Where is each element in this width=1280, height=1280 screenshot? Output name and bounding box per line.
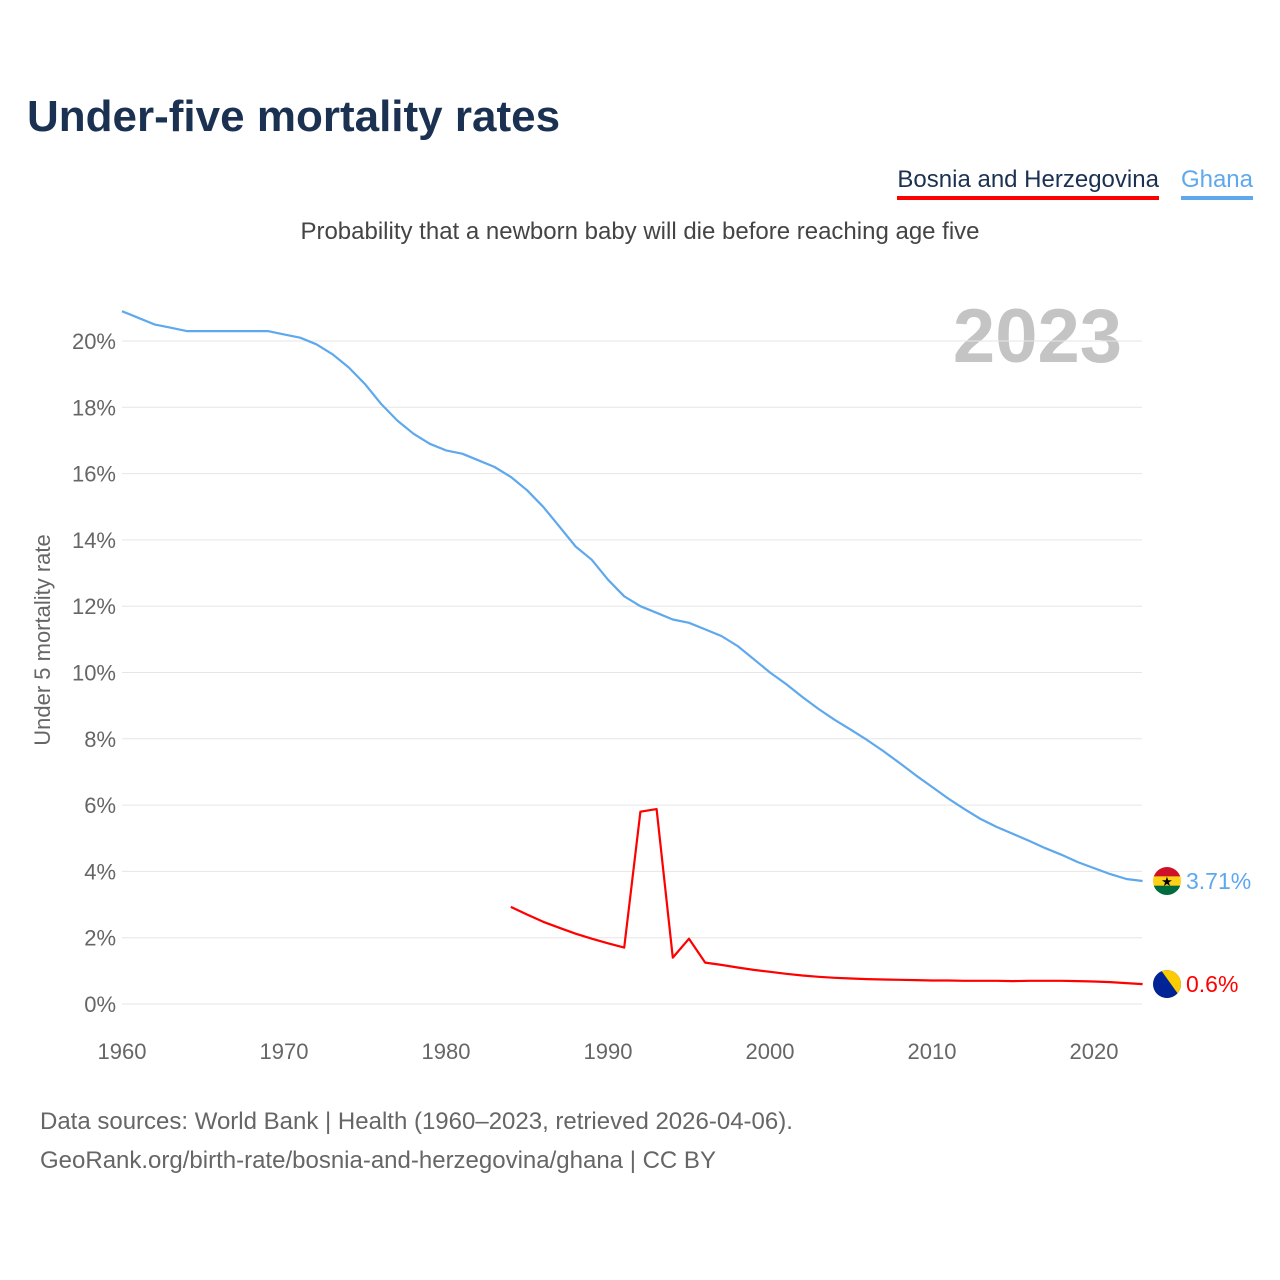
x-tick-label: 1970 (260, 1039, 309, 1064)
x-tick-label: 2010 (908, 1039, 957, 1064)
flag-stripe (1153, 885, 1181, 896)
source-line-1: Data sources: World Bank | Health (1960–… (40, 1108, 793, 1135)
y-tick-label: 12% (72, 594, 116, 619)
series-line-bosnia (510, 807, 1143, 986)
flag-triangle (1161, 970, 1181, 999)
x-tick-label: 1980 (422, 1039, 471, 1064)
y-tick-label: 16% (72, 462, 116, 487)
source-line-2: GeoRank.org/birth-rate/bosnia-and-herzeg… (40, 1147, 716, 1174)
series-line-ghana (121, 310, 1143, 883)
x-tick-label: 1990 (584, 1039, 633, 1064)
legend: Bosnia and Herzegovina Ghana (897, 166, 1253, 200)
chart-title: Under-five mortality rates (27, 92, 561, 141)
y-tick-label: 0% (84, 992, 116, 1017)
y-axis-label: Under 5 mortality rate (30, 534, 55, 746)
legend-item-ghana[interactable]: Ghana (1180, 166, 1253, 200)
year-label: 2023 (953, 294, 1122, 379)
flag-stripe (1153, 867, 1181, 877)
y-tick-label: 2% (84, 926, 116, 951)
y-tick-label: 8% (84, 727, 116, 752)
x-tick-label: 2020 (1070, 1039, 1119, 1064)
y-tick-label: 4% (84, 859, 116, 884)
end-label-ghana: 3.71% (1186, 868, 1251, 894)
y-tick-label: 18% (72, 395, 116, 420)
chart-subtitle: Probability that a newborn baby will die… (300, 218, 980, 245)
legend-item-bosnia[interactable]: Bosnia and Herzegovina (897, 166, 1159, 200)
y-tick-label: 14% (72, 528, 116, 553)
y-tick-label: 10% (72, 661, 116, 686)
x-tick-label: 2000 (746, 1039, 795, 1064)
y-tick-label: 20% (72, 329, 116, 354)
flag-stripe (1153, 876, 1181, 887)
y-tick-label: 6% (84, 793, 116, 818)
x-tick-label: 1960 (98, 1039, 147, 1064)
flag-star: ★ (1161, 874, 1173, 889)
end-label-bosnia: 0.6% (1186, 971, 1238, 997)
